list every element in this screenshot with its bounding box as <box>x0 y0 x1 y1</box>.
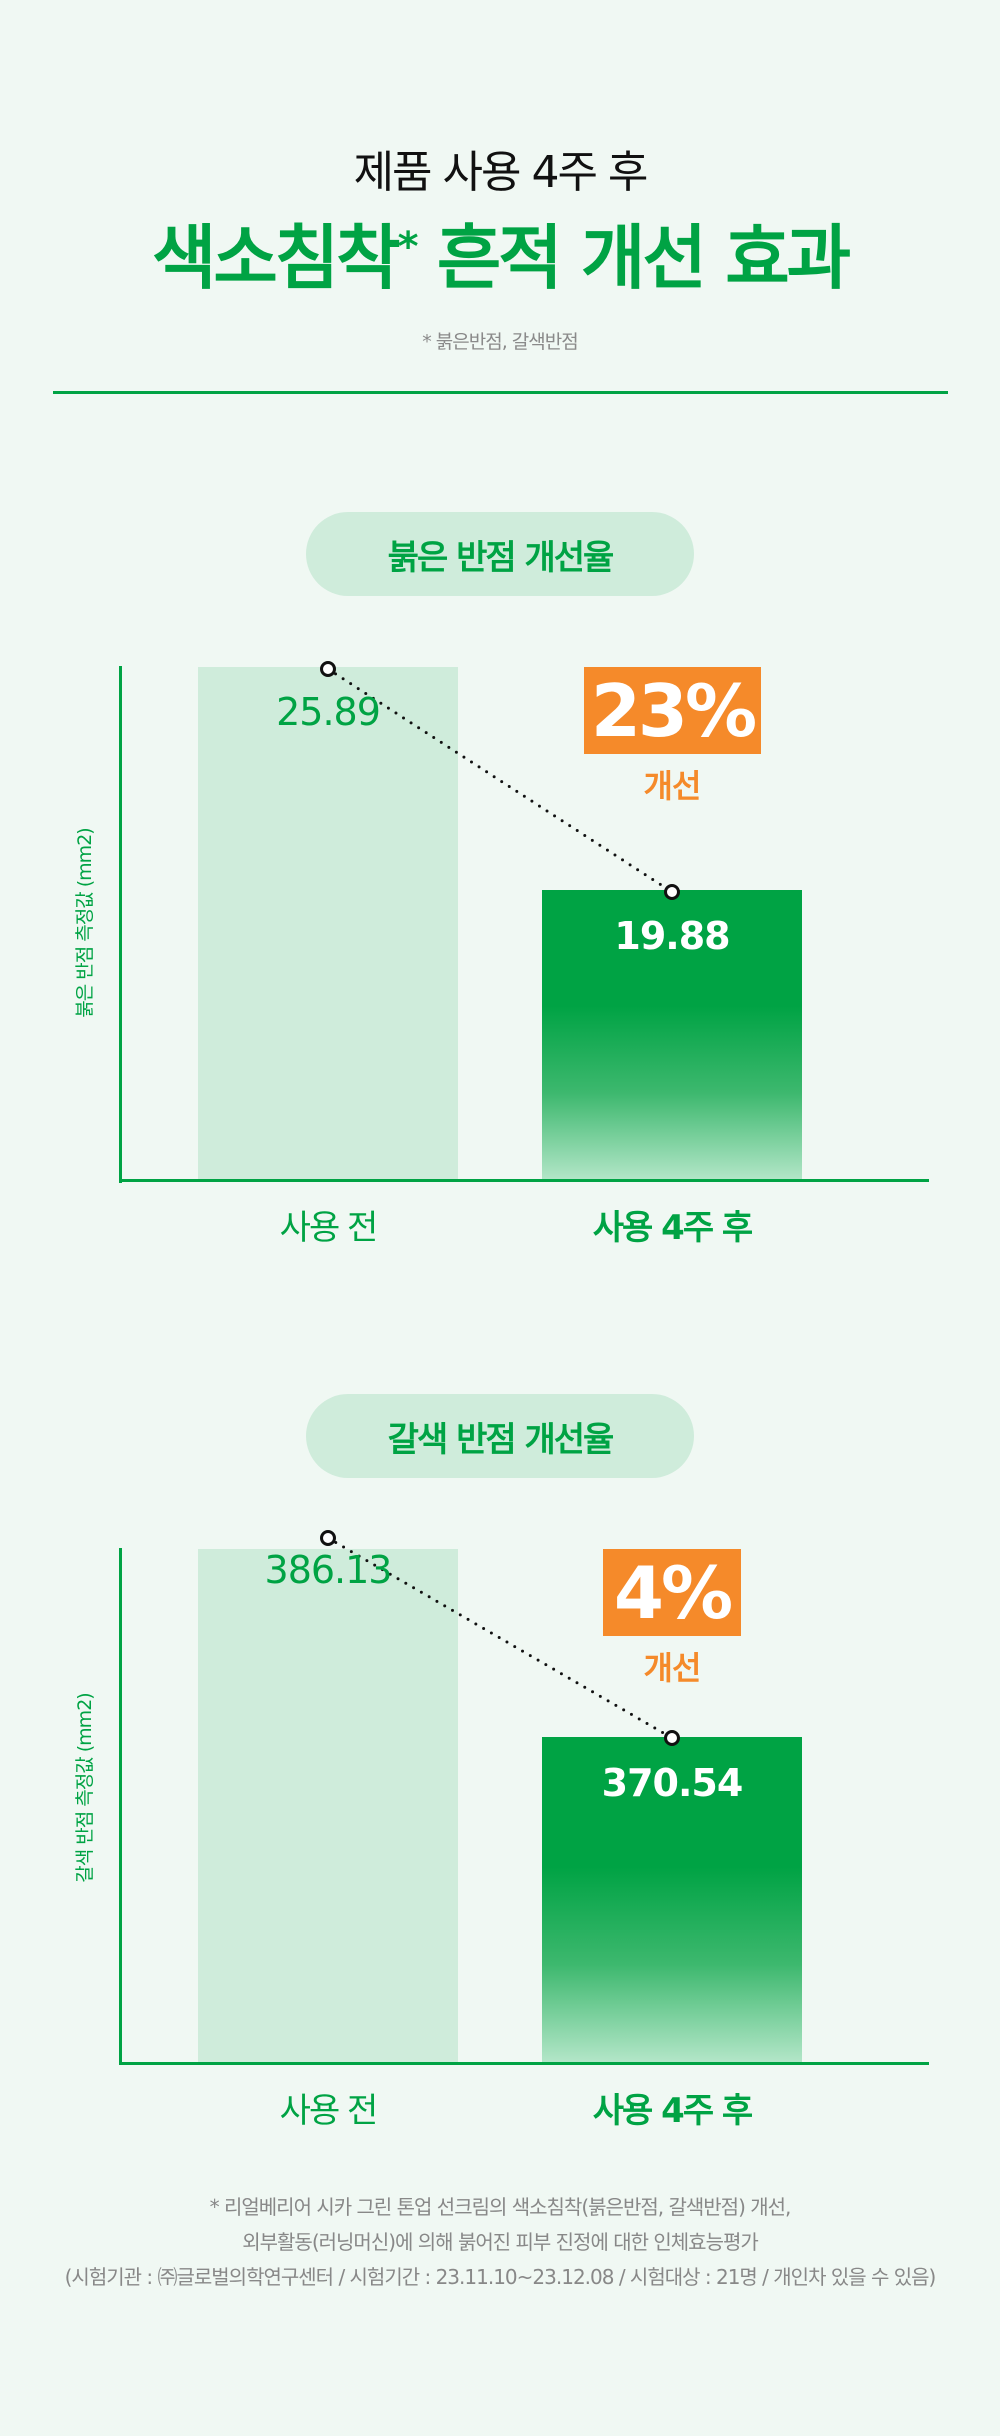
x-axis <box>119 1179 929 1182</box>
improvement-label: 개선 <box>643 1649 702 1687</box>
footnote-line-3: (시험기관 : ㈜글로벌의학연구센터 / 시험기간 : 23.11.10~23.… <box>64 2265 937 2289</box>
improvement-badge: 4% <box>603 1549 741 1636</box>
data-point-marker-after <box>664 884 680 900</box>
value-before: 386.13 <box>264 1548 393 1592</box>
bar-before <box>198 1549 458 2062</box>
page-title-text: 색소침착 <box>151 217 401 299</box>
category-label-before: 사용 전 <box>279 2091 379 2131</box>
chart-title-pill: 붉은 반점 개선율 <box>306 512 694 596</box>
footnote-line-2: 외부활동(러닝머신)에 의해 붉어진 피부 진정에 대한 인체효능평가 <box>242 2230 759 2254</box>
bar-after <box>542 1737 802 2062</box>
data-point-marker-after <box>664 1730 680 1746</box>
chart-title-pill: 갈색 반점 개선율 <box>306 1394 694 1478</box>
title-asterisk: * <box>397 224 419 270</box>
bar-after <box>542 890 802 1180</box>
improvement-label: 개선 <box>643 767 702 805</box>
data-point-marker-before <box>320 661 336 677</box>
page-title: 색소침착* 흔적 개선 효과 <box>0 216 1000 300</box>
y-axis <box>119 666 122 1183</box>
category-label-after: 사용 4주 후 <box>592 1208 753 1248</box>
improvement-badge: 23% <box>584 667 761 754</box>
value-before: 25.89 <box>276 690 381 734</box>
footnote-line-1: * 리얼베리어 시카 그린 톤업 선크림의 색소침착(붉은반점, 갈색반점) 개… <box>209 2195 792 2219</box>
y-axis <box>119 1548 122 2065</box>
value-after: 19.88 <box>614 914 730 958</box>
title-footnote: * 붉은반점, 갈색반점 <box>422 331 578 353</box>
category-label-after: 사용 4주 후 <box>592 2091 753 2131</box>
bar-before <box>198 667 458 1180</box>
header-divider <box>53 391 948 394</box>
value-after: 370.54 <box>601 1761 744 1805</box>
data-point-marker-before <box>320 1530 336 1546</box>
x-axis <box>119 2062 929 2065</box>
page-subtitle: 제품 사용 4주 후 <box>353 147 649 198</box>
category-label-before: 사용 전 <box>279 1208 379 1248</box>
page-title-rest: 흔적 개선 효과 <box>415 217 851 299</box>
